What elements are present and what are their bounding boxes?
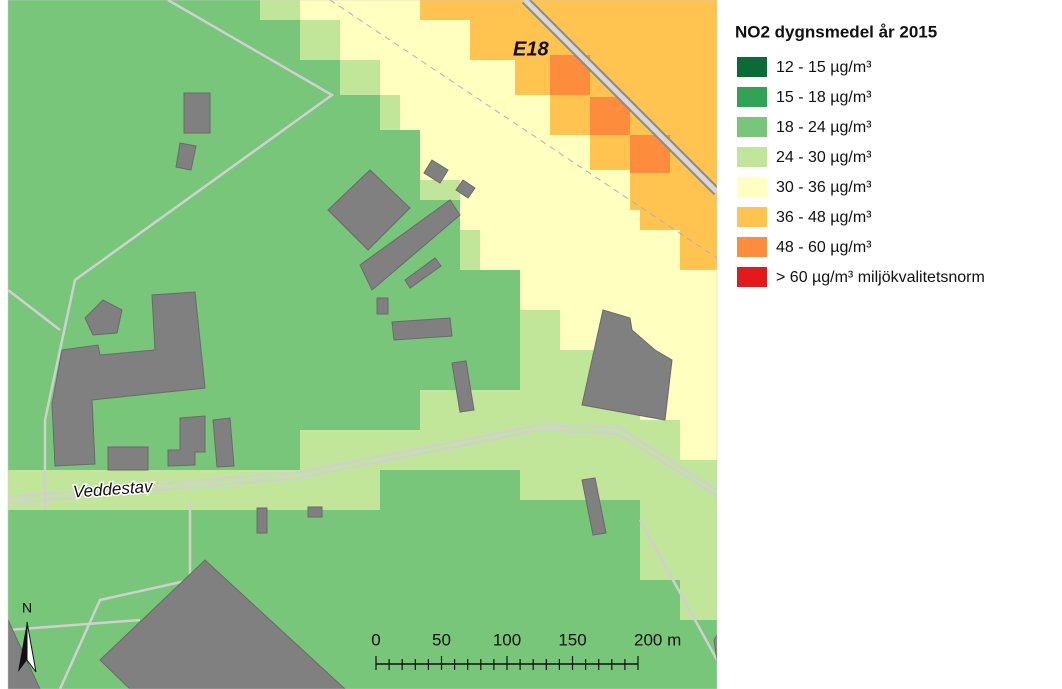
legend-swatch (737, 147, 767, 167)
legend-label: 12 - 15 µg/m³ (776, 59, 872, 76)
legend-label: 24 - 30 µg/m³ (776, 149, 872, 166)
north-arrow (26, 621, 37, 673)
road-e18 (523, 0, 717, 194)
building (451, 360, 475, 413)
road (638, 519, 717, 661)
building (212, 417, 235, 468)
building (327, 169, 411, 251)
legend-swatch (737, 267, 767, 287)
scale-bar: 0 50 100 150 200 m (371, 630, 681, 670)
scale-label: 200 m (634, 630, 681, 649)
legend-swatch (737, 87, 767, 107)
road (8, 289, 61, 331)
building (99, 559, 346, 689)
building (84, 299, 123, 336)
legend: 12 - 15 µg/m³ 15 - 18 µg/m³ 18 - 24 µg/m³ 2… (737, 57, 985, 287)
building (167, 415, 206, 467)
north-arrow (18, 622, 27, 672)
building (307, 506, 323, 518)
zone-36-48 (420, 0, 717, 270)
road (8, 428, 717, 505)
legend-swatch (737, 207, 767, 227)
legend-swatch (737, 237, 767, 257)
building (423, 159, 449, 184)
building (51, 291, 206, 467)
building (455, 179, 476, 199)
legend-label: 18 - 24 µg/m³ (776, 119, 872, 136)
road (43, 0, 335, 510)
legend-swatch (737, 177, 767, 197)
legend-label: 30 - 36 µg/m³ (776, 179, 872, 196)
building (359, 199, 461, 291)
scale-label: 150 (558, 630, 586, 649)
road (8, 423, 717, 499)
scale-label: 0 (371, 630, 380, 649)
map: E18 Veddestav N 0 50 100 150 200 m (8, 0, 717, 689)
legend-label: 48 - 60 µg/m³ (776, 239, 872, 256)
boundary (329, 0, 717, 259)
building (256, 507, 268, 534)
building (107, 446, 149, 471)
legend-title: NO2 dygnsmedel år 2015 (735, 22, 937, 41)
map-frame (7, 0, 718, 689)
building (581, 309, 673, 421)
legend-label: > 60 µg/m³ miljökvalitetsnorm (776, 269, 985, 286)
scale-label: 100 (493, 630, 521, 649)
building (404, 257, 442, 289)
scale-label: 50 (432, 630, 451, 649)
building (391, 317, 453, 341)
legend-swatch (737, 57, 767, 77)
legend-label: 15 - 18 µg/m³ (776, 89, 872, 106)
road (58, 500, 192, 689)
building (713, 634, 717, 661)
building (581, 477, 607, 536)
building (376, 297, 389, 315)
legend-swatch (737, 117, 767, 137)
road (8, 618, 141, 632)
legend-label: 36 - 48 µg/m³ (776, 209, 872, 226)
north-label: N (22, 600, 32, 616)
road-label: E18 (513, 38, 549, 60)
building (183, 92, 211, 134)
building (175, 142, 197, 171)
